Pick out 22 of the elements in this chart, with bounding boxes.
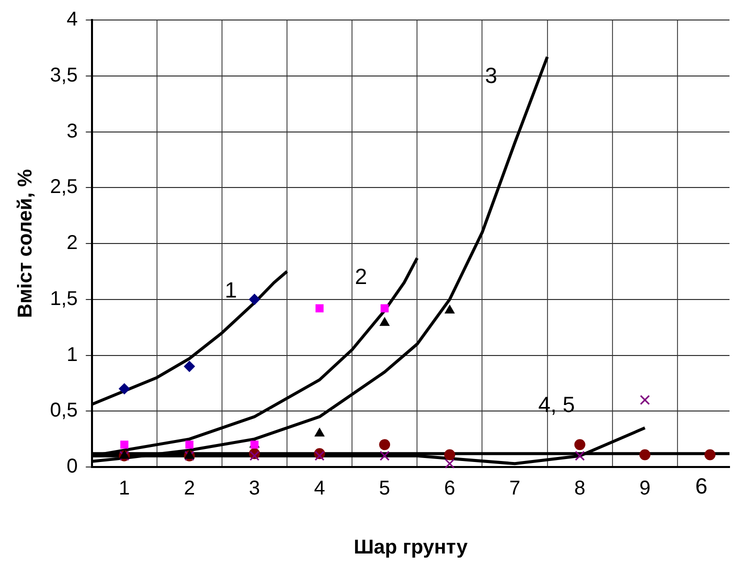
x-axis-title: Шар грунту xyxy=(354,536,468,559)
x-tick-label: 3 xyxy=(248,478,260,500)
y-tick-label: 3 xyxy=(66,120,78,142)
x-tick-label: 5 xyxy=(379,478,390,500)
x-tick-label: 1 xyxy=(118,478,130,500)
x-tick-label: 4 xyxy=(314,478,326,500)
x-tick-label: 2 xyxy=(184,478,195,500)
y-tick-label: 4 xyxy=(66,8,78,31)
x-tick-label: 6 xyxy=(444,478,456,500)
series-label: 1 xyxy=(224,278,238,302)
x-tick-label: 8 xyxy=(574,478,586,500)
x-tick-label: 7 xyxy=(509,478,520,500)
y-tick-label: 1 xyxy=(66,344,78,366)
y-tick-label: 2,5 xyxy=(50,176,78,198)
y-axis-title: Вміст солей, % xyxy=(14,168,37,318)
y-tick-label: 2 xyxy=(66,232,78,254)
y-tick-label: 3,5 xyxy=(50,64,78,86)
series-label: 2 xyxy=(354,264,368,290)
x-tick-label: 9 xyxy=(639,478,650,500)
y-tick-label: 1,5 xyxy=(50,288,78,310)
y-tick-label: 0 xyxy=(66,456,78,478)
y-tick-label: 0,5 xyxy=(50,400,78,422)
